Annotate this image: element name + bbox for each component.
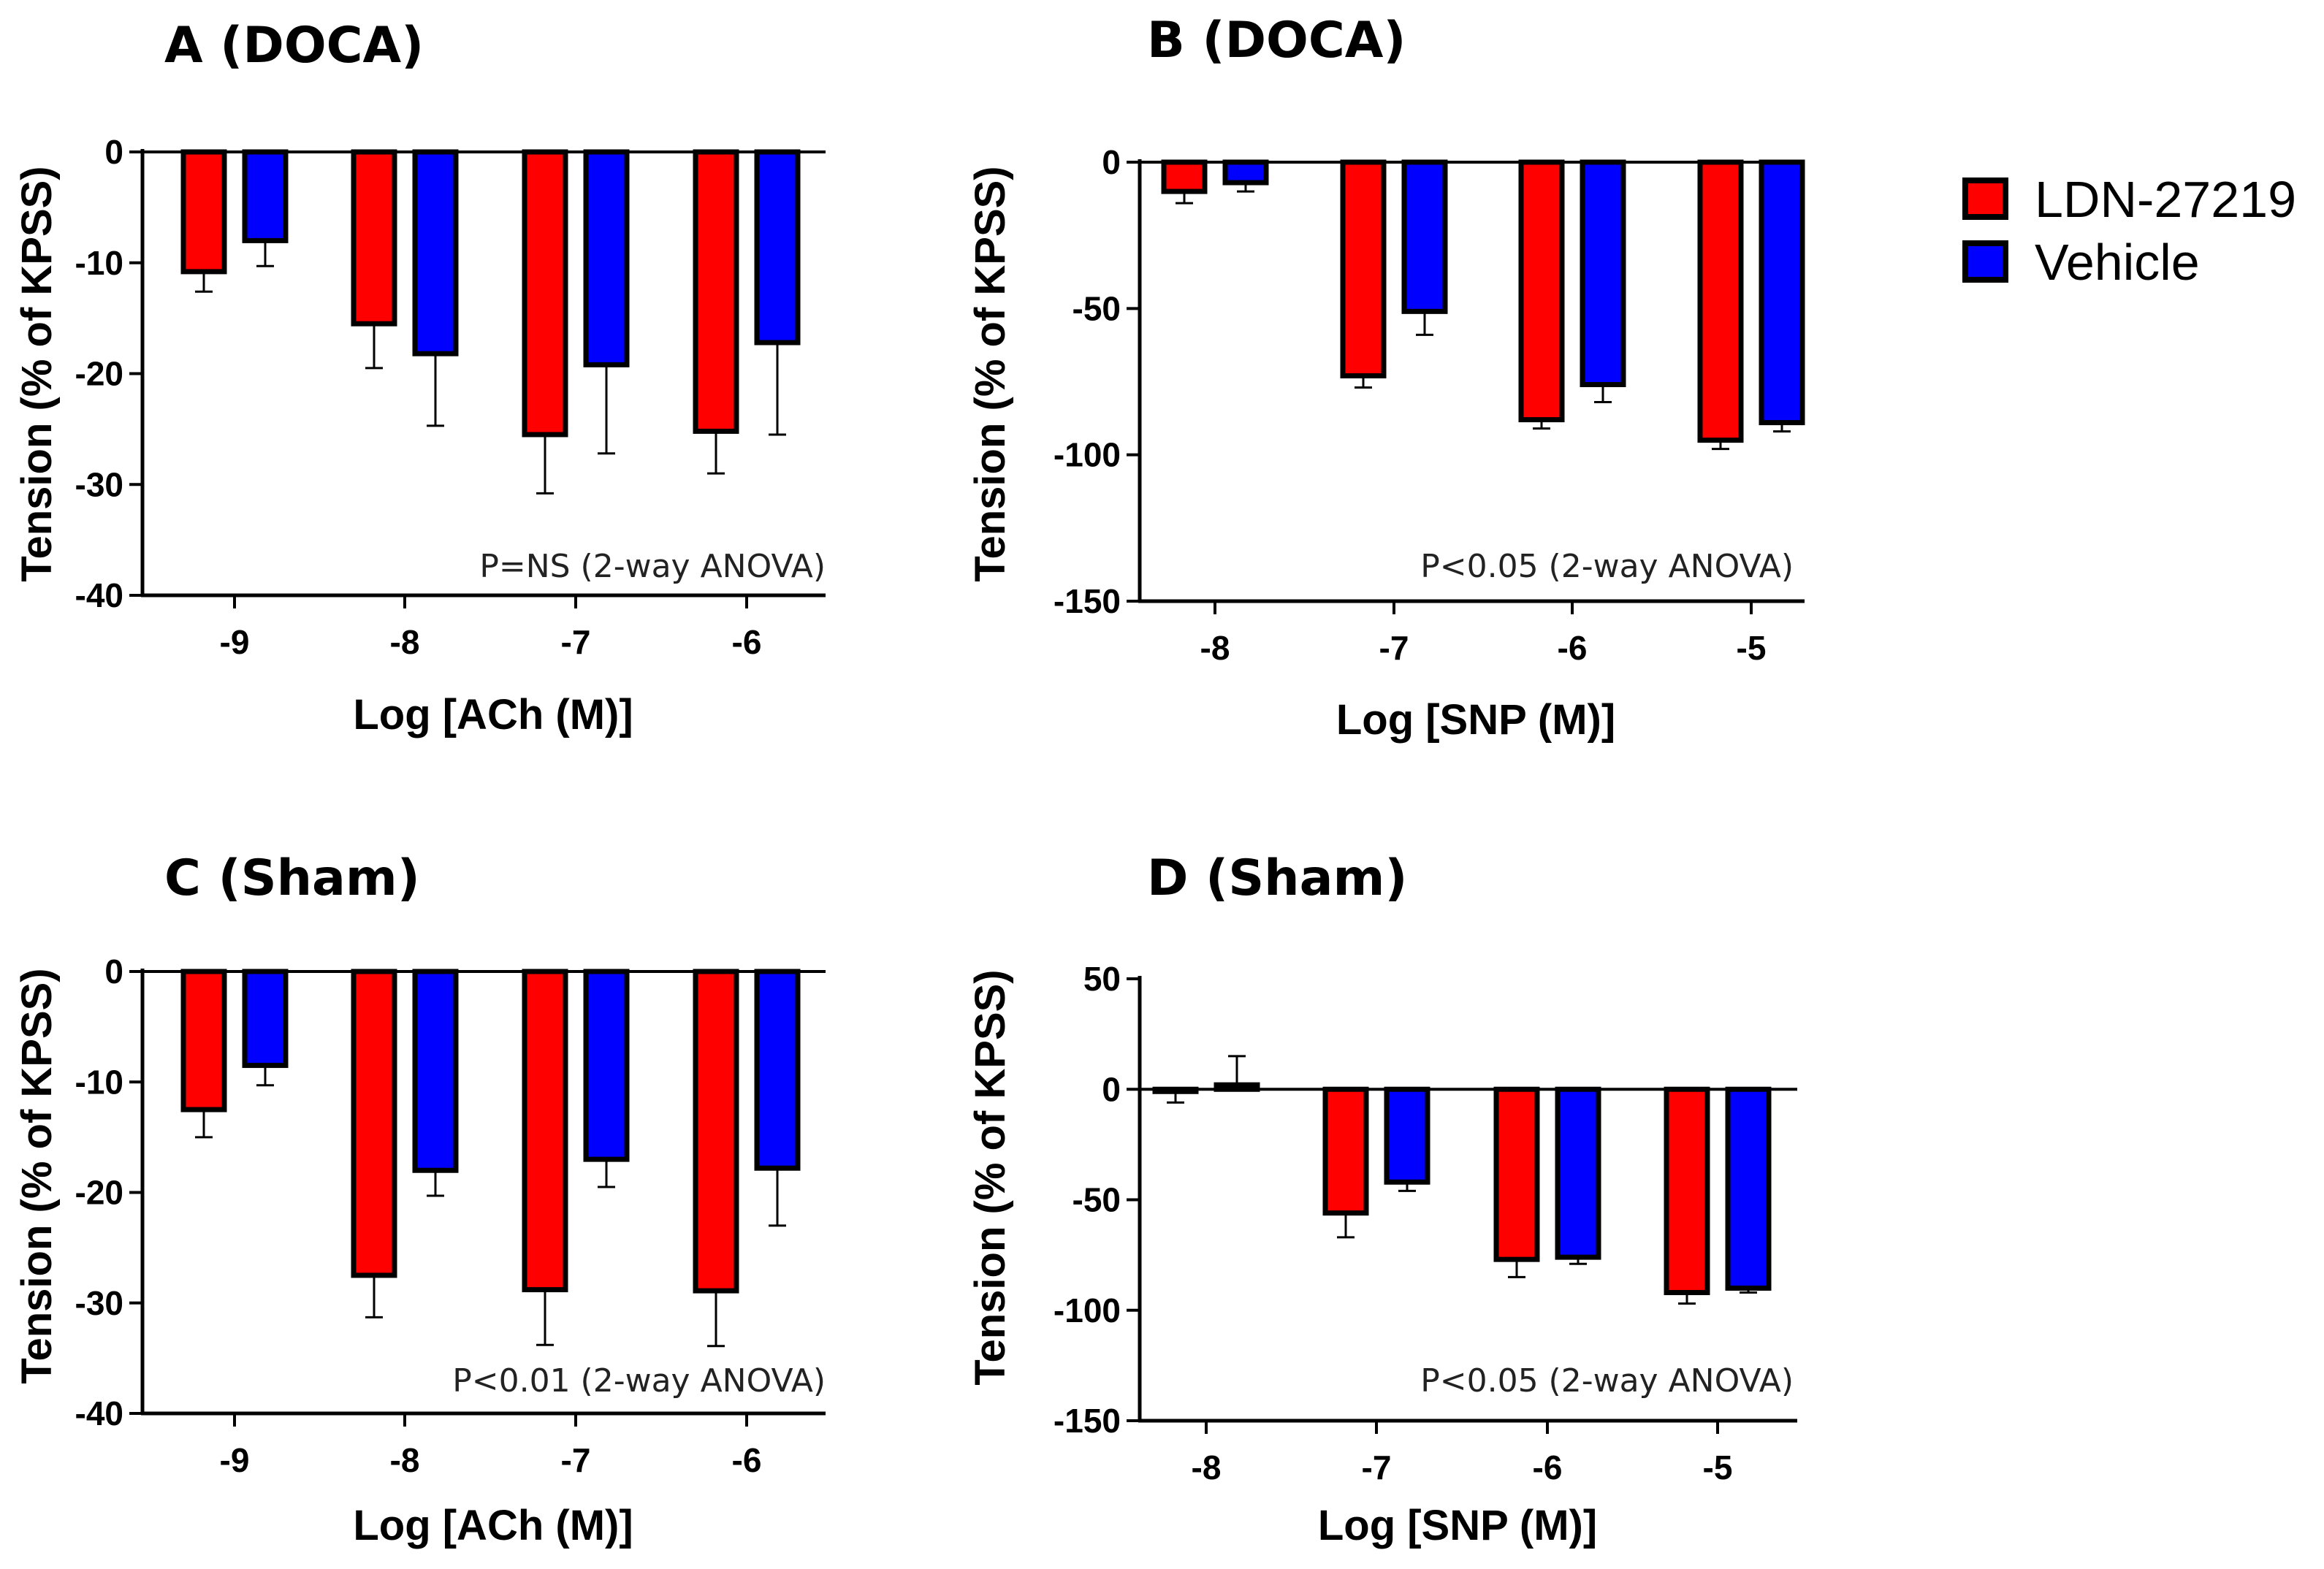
y-tick-label: 50 (1083, 960, 1121, 998)
plot-area: 0 -50 -100 -150 -8 -7 -6 -5 (1054, 143, 1805, 667)
bar-vehicle (1384, 1086, 1430, 1185)
y-tick-label: -150 (1054, 582, 1121, 620)
legend-label-vehicle: Vehicle (2035, 234, 2200, 291)
y-tick-label: 0 (104, 133, 123, 171)
legend-swatch-ldn (1962, 177, 2008, 220)
panel-b-doca: B (DOCA) Tension (% of KPSS) Log [SNP (M… (967, 12, 1805, 744)
x-tick-label: -6 (732, 1441, 762, 1479)
bar-ldn-27219 (351, 969, 397, 1278)
x-tick-label: -6 (732, 623, 762, 661)
panel-c-sham: C (Sham) Tension (% of KPSS) Log [ACh (M… (13, 850, 826, 1549)
y-tick-label: -10 (75, 1063, 123, 1101)
y-tick-label: 0 (1102, 143, 1121, 181)
bar-ldn-27219 (1161, 159, 1208, 194)
bar-ldn-27219 (180, 149, 227, 275)
y-axis-label: Tension (% of KPSS) (13, 968, 61, 1383)
x-axis-label: Log [ACh (M)] (353, 691, 633, 738)
legend-swatch-vehicle (1962, 240, 2008, 283)
panel-title: A (DOCA) (164, 17, 424, 75)
y-tick-label: -20 (75, 355, 123, 393)
y-tick-label: 0 (104, 953, 123, 990)
x-axis-label: Log [SNP (M)] (1318, 1502, 1597, 1549)
y-tick-label: -50 (1073, 1181, 1121, 1219)
bar-ldn-27219 (1664, 1086, 1710, 1296)
x-tick-label: -6 (1558, 629, 1588, 667)
y-tick-label: -150 (1054, 1402, 1121, 1440)
y-tick-label: -30 (75, 465, 123, 503)
bar-ldn-27219 (522, 149, 568, 438)
y-tick-label: 0 (1102, 1070, 1121, 1108)
anova-annotation: P=NS (2-way ANOVA) (479, 548, 826, 585)
panel-title: B (DOCA) (1147, 12, 1406, 69)
plot-area: 0 -10 -20 -30 -40 -9 -8 -7 -6 (75, 953, 826, 1479)
x-axis-label: Log [ACh (M)] (353, 1502, 633, 1549)
y-tick-label: -50 (1073, 289, 1121, 327)
anova-annotation: P<0.05 (2-way ANOVA) (1420, 1362, 1794, 1400)
plot-area: 50 0 -50 -100 -150 -8 -7 -6 -5 (1054, 960, 1797, 1486)
x-tick-label: -8 (390, 623, 420, 661)
x-tick-label: -6 (1533, 1448, 1563, 1486)
panel-a-doca: A (DOCA) Tension (% of KPSS) Log [ACh (M… (13, 17, 826, 738)
bar-vehicle (242, 969, 289, 1069)
bar-ldn-27219 (1322, 1086, 1369, 1216)
bar-ldn-27219 (351, 149, 397, 327)
y-axis-label: Tension (% of KPSS) (13, 166, 61, 581)
bar-vehicle (242, 149, 289, 243)
bar-ldn-27219 (180, 969, 227, 1112)
x-tick-label: -5 (1703, 1448, 1733, 1486)
bar-ldn-27219 (693, 149, 739, 434)
legend: LDN-27219 Vehicle (1962, 171, 2296, 291)
plot-area: 0 -10 -20 -30 -40 -9 -8 -7 -6 (75, 133, 826, 661)
anova-annotation: P<0.01 (2-way ANOVA) (452, 1362, 826, 1400)
y-tick-label: -100 (1054, 436, 1121, 474)
panel-title: D (Sham) (1147, 850, 1407, 907)
y-tick-label: -30 (75, 1284, 123, 1322)
bar-vehicle (1759, 159, 1805, 426)
bar-vehicle (583, 149, 630, 367)
bar-vehicle (1222, 159, 1269, 186)
x-tick-label: -7 (561, 623, 591, 661)
bar-ldn-27219 (693, 969, 739, 1294)
panel-d-sham: D (Sham) Tension (% of KPSS) Log [SNP (M… (967, 850, 1797, 1549)
x-tick-label: -9 (220, 623, 250, 661)
panel-title: C (Sham) (164, 850, 420, 907)
y-tick-label: -20 (75, 1174, 123, 1212)
x-tick-label: -7 (1379, 629, 1409, 667)
bar-ldn-27219 (1493, 1086, 1540, 1262)
bar-vehicle (754, 969, 801, 1171)
bar-ldn-27219 (1518, 159, 1565, 423)
y-axis-label: Tension (% of KPSS) (967, 166, 1014, 581)
bar-vehicle (1555, 1086, 1601, 1260)
bar-vehicle (1580, 159, 1626, 388)
y-tick-label: -100 (1054, 1291, 1121, 1329)
y-tick-label: -40 (75, 1394, 123, 1432)
x-tick-label: -8 (390, 1441, 420, 1479)
x-tick-label: -8 (1192, 1448, 1222, 1486)
bar-ldn-27219 (522, 969, 568, 1293)
bar-ldn-27219 (1697, 159, 1744, 443)
bar-vehicle (1401, 159, 1448, 314)
x-tick-label: -8 (1200, 629, 1230, 667)
x-tick-label: -7 (561, 1441, 591, 1479)
bar-vehicle (754, 149, 801, 346)
bar-vehicle (412, 149, 459, 356)
x-tick-label: -9 (220, 1441, 250, 1479)
bar-vehicle (1725, 1086, 1772, 1291)
bar-ldn-27219 (1340, 159, 1387, 378)
bar-vehicle (583, 969, 630, 1162)
x-tick-label: -5 (1737, 629, 1767, 667)
y-tick-label: -40 (75, 576, 123, 614)
y-tick-label: -10 (75, 244, 123, 282)
legend-label-ldn: LDN-27219 (2035, 171, 2296, 228)
x-tick-label: -7 (1362, 1448, 1392, 1486)
anova-annotation: P<0.05 (2-way ANOVA) (1420, 548, 1794, 585)
bar-vehicle (412, 969, 459, 1173)
y-axis-label: Tension (% of KPSS) (967, 969, 1014, 1385)
x-axis-label: Log [SNP (M)] (1336, 696, 1615, 744)
